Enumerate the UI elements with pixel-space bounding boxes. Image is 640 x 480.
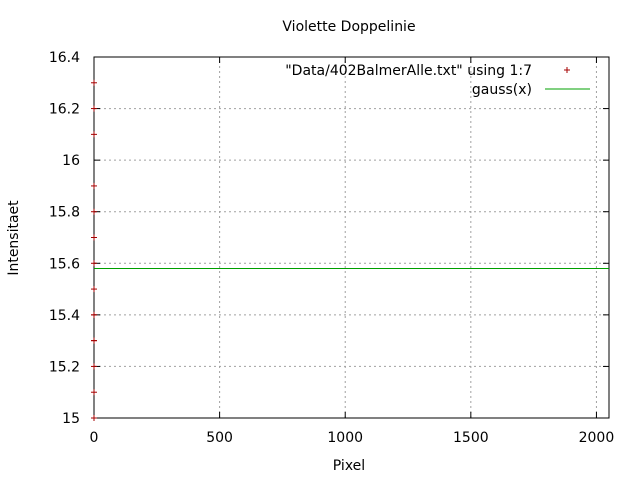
series-layer	[91, 79, 609, 421]
y-tick-label: 16.4	[49, 50, 80, 66]
x-tick-label: 0	[90, 430, 99, 446]
y-axis: 15 15.2 15.4 15.6 15.8 16 16.2 16.4	[49, 50, 609, 427]
data-point	[91, 415, 97, 421]
grid	[94, 57, 609, 418]
legend: "Data/402BalmerAlle.txt" using 1:7 gauss(…	[285, 63, 590, 98]
y-tick-label: 15	[62, 411, 80, 427]
data-point	[91, 337, 97, 344]
data-point	[91, 286, 97, 293]
legend-label-data: "Data/402BalmerAlle.txt" using 1:7	[285, 63, 532, 79]
chart-title: Violette Doppelinie	[282, 19, 415, 35]
x-tick-label: 2000	[579, 430, 615, 446]
data-point	[91, 131, 97, 138]
x-tick-label: 1500	[453, 430, 489, 446]
data-point	[91, 105, 97, 112]
legend-label-gauss: gauss(x)	[472, 82, 532, 98]
x-axis-label: Pixel	[333, 458, 365, 474]
x-tick-label: 1000	[327, 430, 363, 446]
data-point	[91, 79, 97, 86]
y-tick-label: 15.4	[49, 308, 80, 324]
data-point	[91, 208, 97, 215]
data-point	[91, 311, 97, 318]
data-point	[91, 234, 97, 241]
y-axis-label: Intensitaet	[6, 200, 22, 276]
y-tick-label: 15.6	[49, 256, 80, 272]
y-tick-label: 16.2	[49, 102, 80, 118]
legend-point-sample	[564, 67, 570, 73]
y-tick-label: 16	[62, 153, 80, 169]
x-axis: 0 500 1000 1500 2000	[90, 57, 615, 446]
data-point	[91, 389, 97, 396]
plot-frame	[93, 56, 610, 419]
y-tick-label: 15.2	[49, 359, 80, 375]
data-point	[91, 182, 97, 189]
data-point	[91, 363, 97, 370]
x-tick-label: 500	[206, 430, 233, 446]
data-point	[91, 260, 97, 267]
y-tick-label: 15.8	[49, 205, 80, 221]
